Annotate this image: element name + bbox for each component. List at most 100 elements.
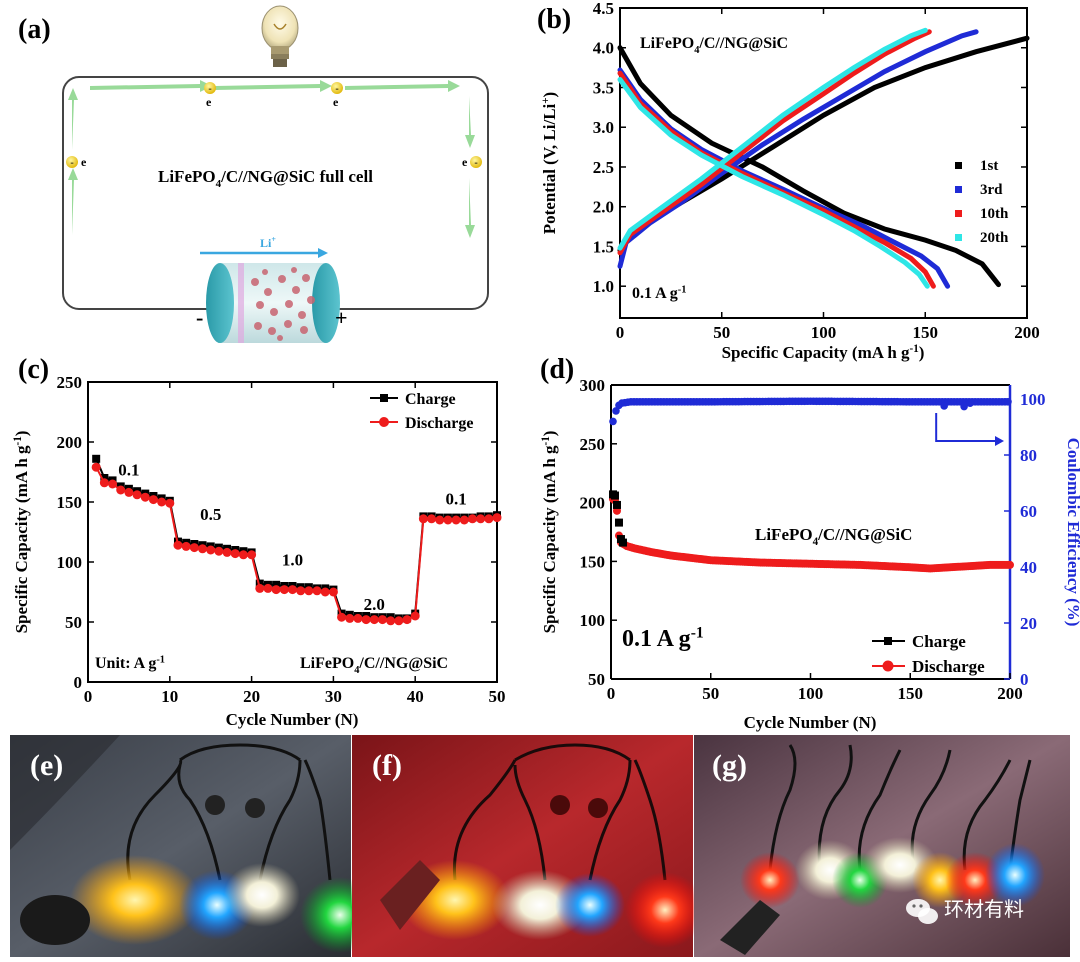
data-point-discharge bbox=[345, 613, 355, 623]
photo-g-led-demo: (g) 环材有料 bbox=[694, 735, 1070, 957]
electron-label: e bbox=[206, 95, 212, 109]
data-point-discharge bbox=[288, 585, 297, 595]
data-point-discharge bbox=[108, 479, 118, 489]
electron-icon: - e bbox=[66, 155, 87, 169]
series-line-20th-discharge bbox=[617, 77, 930, 289]
photo-e-led-demo: (e) bbox=[10, 735, 380, 957]
legend-label-20th: 20th bbox=[980, 230, 1009, 246]
x-tick-label: 40 bbox=[407, 687, 424, 706]
data-point-discharge bbox=[157, 497, 167, 507]
panel-a-letter: (a) bbox=[18, 14, 51, 45]
svg-text:-: - bbox=[474, 158, 478, 169]
electron-label: e bbox=[81, 155, 87, 169]
data-point-discharge bbox=[99, 478, 109, 488]
data-point-discharge bbox=[410, 611, 420, 621]
data-point-discharge bbox=[173, 540, 183, 550]
data-point-discharge bbox=[132, 490, 142, 500]
data-point-discharge bbox=[140, 492, 150, 502]
y-tick-label: 2.0 bbox=[593, 198, 614, 217]
data-point-discharge bbox=[238, 550, 248, 560]
x-tick-label: 0 bbox=[84, 687, 93, 706]
y-tick-label: 150 bbox=[57, 493, 83, 512]
data-point-discharge bbox=[435, 515, 445, 525]
full-cell-label: LiFePO4/C//NG@SiC full cell bbox=[158, 167, 373, 190]
legend-marker-10th bbox=[955, 210, 962, 217]
data-point-discharge bbox=[369, 615, 379, 625]
y-tick-label: 1.5 bbox=[593, 237, 614, 256]
data-point-discharge bbox=[377, 615, 387, 625]
rate-label: 0.1 bbox=[118, 461, 139, 480]
y-tick-label: 50 bbox=[65, 613, 82, 632]
light-bulb-icon bbox=[261, 5, 299, 67]
photo-g-letter: (g) bbox=[712, 749, 747, 782]
data-point-discharge bbox=[214, 546, 224, 556]
data-point-discharge bbox=[124, 487, 134, 497]
legend-label-10th: 10th bbox=[980, 206, 1009, 222]
legend-marker-charge bbox=[884, 637, 892, 645]
series-line-10th-discharge bbox=[617, 70, 936, 289]
y-right-tick-label: 20 bbox=[1020, 614, 1037, 633]
legend-marker-discharge bbox=[882, 660, 894, 672]
data-point-discharge bbox=[230, 549, 240, 559]
data-point-discharge bbox=[116, 485, 126, 495]
y-tick-label: 50 bbox=[588, 670, 605, 689]
data-point-discharge bbox=[312, 586, 322, 596]
y-tick-label: 3.5 bbox=[593, 78, 614, 97]
data-point-discharge bbox=[148, 495, 158, 505]
x-tick-label: 0 bbox=[616, 323, 625, 342]
legend-label-charge: Charge bbox=[912, 632, 966, 651]
y-axis-label: Potential (V, Li/Li+) bbox=[540, 92, 559, 234]
y-tick-label: 2.5 bbox=[593, 158, 614, 177]
x-tick-label: 0 bbox=[607, 684, 616, 703]
electron-label: e bbox=[462, 155, 468, 169]
discharge-point bbox=[1006, 560, 1014, 569]
data-point-discharge bbox=[361, 615, 371, 625]
y-tick-label: 150 bbox=[580, 552, 606, 571]
data-point-discharge bbox=[304, 586, 314, 596]
rate-label: 2.0 bbox=[364, 595, 385, 614]
ce-point bbox=[1004, 398, 1012, 406]
y-right-tick-label: 100 bbox=[1020, 390, 1046, 409]
data-point-discharge bbox=[198, 544, 208, 554]
electron-icon: - e bbox=[462, 155, 482, 169]
y-tick-label: 1.0 bbox=[593, 277, 614, 296]
series-discharge bbox=[608, 495, 1014, 573]
data-point-discharge bbox=[394, 616, 404, 626]
data-point-discharge bbox=[279, 585, 289, 595]
data-point-discharge bbox=[353, 613, 363, 623]
x-tick-label: 20 bbox=[243, 687, 260, 706]
x-tick-label: 150 bbox=[913, 323, 939, 342]
rate-label: 0.5 bbox=[200, 505, 221, 524]
svg-text:-: - bbox=[335, 84, 339, 95]
current-arrows bbox=[68, 80, 475, 238]
rate-annotation: 0.1 A g-1 bbox=[622, 625, 704, 652]
electron-icon: - e bbox=[331, 82, 343, 109]
wechat-icon bbox=[906, 899, 938, 924]
legend-label-1st: 1st bbox=[980, 158, 998, 174]
y-tick-label: 200 bbox=[580, 494, 606, 513]
legend-label-charge: Charge bbox=[405, 391, 456, 408]
x-tick-label: 50 bbox=[713, 323, 730, 342]
chart-title: LiFePO4/C//NG@SiC bbox=[755, 525, 912, 548]
y-tick-label: 300 bbox=[580, 376, 606, 395]
y-tick-label: 100 bbox=[580, 611, 606, 630]
panel-c-chart: (c) 0 10 20 30 40 50 0 50 100 150 200 250 0.1 0.5 1.0 2… bbox=[12, 354, 506, 729]
charge-point bbox=[618, 538, 627, 547]
ce-point bbox=[612, 407, 620, 415]
y-right-tick-label: 40 bbox=[1020, 558, 1037, 577]
data-point-discharge bbox=[386, 616, 396, 626]
li-ion-arrow: Li+ bbox=[200, 235, 328, 258]
data-point-discharge bbox=[427, 514, 437, 524]
data-point-charge bbox=[272, 580, 281, 589]
svg-text:-: - bbox=[70, 158, 74, 169]
data-point-discharge bbox=[328, 587, 338, 597]
series-line-10th-charge bbox=[617, 29, 932, 256]
svg-text:Li+: Li+ bbox=[260, 235, 276, 250]
series-line-1st-discharge bbox=[617, 45, 1001, 288]
data-point-discharge bbox=[263, 583, 273, 593]
y-tick-label: 4.5 bbox=[593, 0, 614, 18]
data-point-discharge bbox=[402, 615, 412, 625]
chart-title: LiFePO4/C//NG@SiC bbox=[640, 35, 788, 56]
y-axis-label: Specific Capacity (mA h g-1) bbox=[12, 431, 31, 634]
x-tick-label: 30 bbox=[325, 687, 342, 706]
